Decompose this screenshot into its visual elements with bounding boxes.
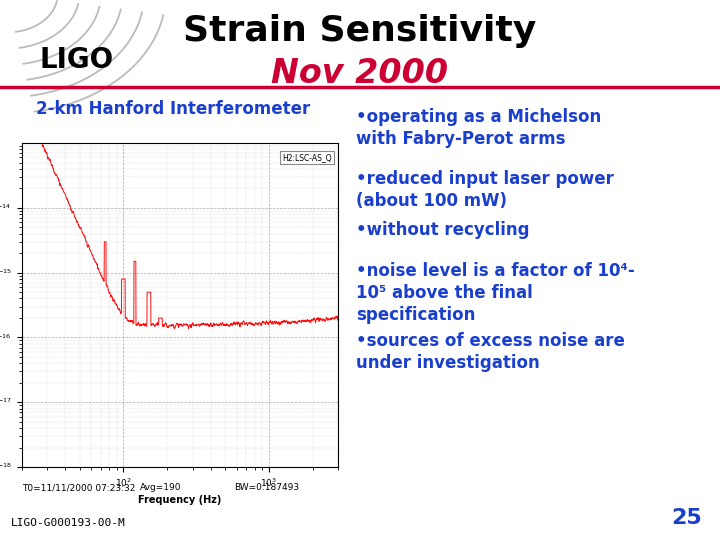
Text: •reduced input laser power
(about 100 mW): •reduced input laser power (about 100 mW… [356,170,614,210]
Text: Nov 2000: Nov 2000 [271,57,449,90]
X-axis label: Frequency (Hz): Frequency (Hz) [138,495,222,505]
Text: •sources of excess noise are
under investigation: •sources of excess noise are under inves… [356,332,625,372]
Text: BW=0.187493: BW=0.187493 [234,483,299,492]
Text: LIGO: LIGO [40,46,114,74]
Text: •without recycling: •without recycling [356,221,530,239]
Text: Strain Sensitivity: Strain Sensitivity [184,14,536,48]
Text: Avg=190: Avg=190 [140,483,182,492]
Text: 2-km Hanford Interferometer: 2-km Hanford Interferometer [36,100,310,118]
Text: •operating as a Michelson
with Fabry-Perot arms: •operating as a Michelson with Fabry-Per… [356,108,602,148]
Text: T0=11/11/2000 07:23:32: T0=11/11/2000 07:23:32 [22,483,135,492]
Text: H2:LSC-AS_Q: H2:LSC-AS_Q [282,153,332,162]
Text: LIGO-G000193-00-M: LIGO-G000193-00-M [11,518,125,528]
Text: 25: 25 [671,508,702,528]
Text: •noise level is a factor of 10⁴-
10⁵ above the final
specification: •noise level is a factor of 10⁴- 10⁵ abo… [356,262,635,325]
